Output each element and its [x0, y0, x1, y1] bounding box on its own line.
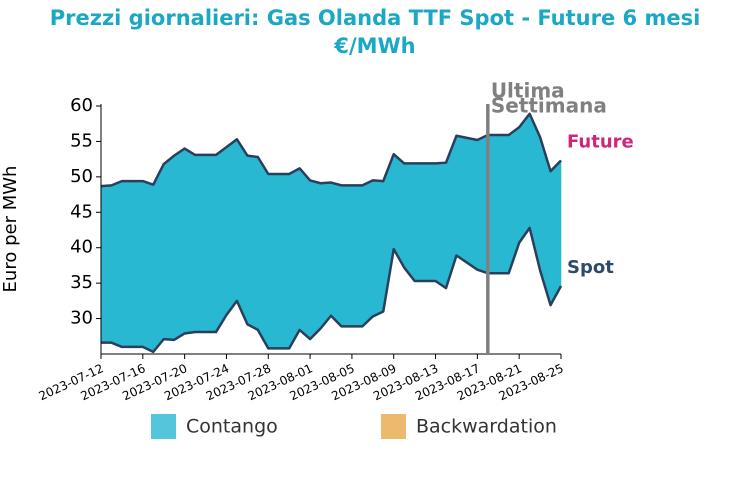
y-axis-label: Euro per MWh	[0, 166, 21, 293]
spread-area	[194, 154, 206, 333]
spread-area	[320, 182, 332, 330]
spread-area	[288, 167, 300, 350]
y-tick-label: 35	[70, 272, 93, 293]
series-label: Spot	[567, 257, 614, 278]
annotation-text: Ultima	[491, 79, 565, 103]
spread-area	[173, 147, 185, 341]
chart-title: Prezzi giornalieri: Gas Olanda TTF Spot …	[50, 6, 701, 30]
spread-area	[299, 167, 311, 340]
spread-area	[550, 159, 562, 306]
spread-area	[267, 173, 280, 349]
spread-area	[403, 163, 415, 282]
spread-area	[152, 163, 165, 353]
spread-area	[100, 185, 112, 343]
y-tick-label: 55	[70, 130, 93, 151]
spread-area	[205, 154, 217, 333]
series-label: Future	[567, 132, 634, 153]
series-line	[101, 226, 563, 354]
spread-area	[372, 180, 384, 317]
spread-area	[215, 146, 227, 334]
spread-area	[351, 185, 363, 327]
spread-area	[518, 112, 530, 244]
spread-area	[142, 180, 154, 353]
spread-area	[456, 135, 468, 264]
spread-area	[341, 185, 353, 327]
y-tick-label: 30	[70, 308, 93, 329]
spread-area	[278, 173, 290, 349]
legend-label: Backwardation	[416, 416, 557, 438]
series-line	[100, 112, 562, 188]
chart-title: €/MWh	[333, 34, 415, 58]
legend-swatch	[151, 414, 176, 439]
spread-area	[184, 147, 196, 334]
annotation-text: Settimana	[491, 94, 607, 118]
spread-area	[226, 138, 238, 316]
spread-area	[435, 162, 447, 289]
spread-area	[330, 182, 342, 328]
y-tick-label: 60	[70, 95, 93, 116]
legend-swatch	[381, 414, 406, 439]
legend-label: Contango	[186, 416, 278, 438]
spread-area	[309, 180, 321, 340]
spread-area	[121, 180, 133, 348]
y-tick-label: 50	[70, 166, 93, 187]
spread-area	[414, 163, 426, 282]
spread-area	[508, 126, 520, 274]
spread-area	[257, 155, 269, 350]
spread-area	[466, 137, 478, 271]
spread-area	[132, 180, 144, 348]
y-tick-label: 40	[70, 237, 93, 258]
spread-area	[497, 134, 510, 274]
spread-area	[424, 163, 436, 282]
spread-area	[111, 180, 123, 348]
spread-area	[362, 179, 374, 328]
spread-area	[247, 155, 259, 331]
y-tick-label: 45	[70, 201, 93, 222]
spread-area	[236, 138, 248, 325]
spread-area	[163, 154, 175, 341]
